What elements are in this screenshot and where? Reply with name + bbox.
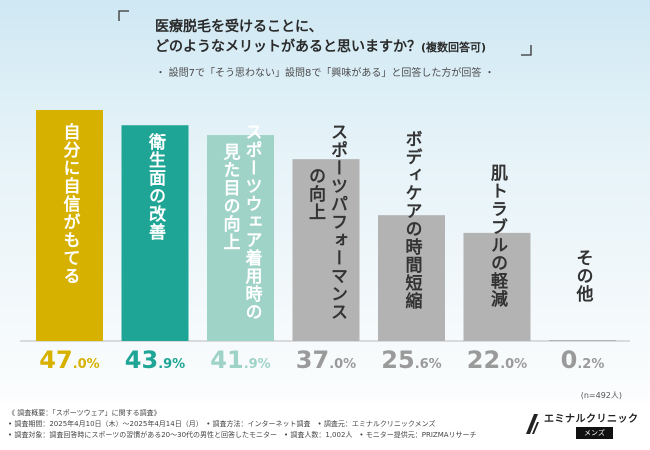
bar	[36, 110, 103, 341]
brand-mark-icon	[526, 414, 539, 434]
footer-line: 《 調査概要：「スポーツウェア」に関する調査》	[8, 409, 161, 417]
bar-value-label: 22.0%	[467, 346, 527, 374]
bar-category-label: スポーツウェア着用時の	[242, 123, 264, 321]
bar	[378, 215, 445, 341]
bar-chart: 自分に自信がもてる 47.0% 衛生面の改善 43.9% スポーツウェア着用時の見た目の…	[20, 110, 630, 374]
title-bracket-icon	[118, 10, 532, 56]
bar	[121, 125, 189, 341]
bar-category-label: 衛生面の改善	[145, 132, 167, 241]
bar-category-label: 見た目の向上	[220, 143, 242, 251]
bar-category-label: ボディケアの時間短縮	[402, 130, 423, 310]
bar-category-label: 自分に自信がもてる	[60, 122, 81, 285]
bar-value-label: 25.6%	[381, 346, 441, 374]
footer-line: • 調査期間：2025年4月10日（木）～2025年4月14日（月） • 調査方…	[8, 420, 436, 428]
bar-value-label: 43.9%	[125, 346, 185, 374]
brand-tag: メンズ	[576, 427, 613, 439]
sample-size-note: (n=492人)	[580, 391, 622, 400]
title-line-1: 医療脱毛を受けることに、	[155, 19, 323, 35]
bar-category-label: の向上	[305, 167, 326, 221]
bar-value-label: 41.9%	[210, 346, 270, 374]
brand-name: エミナルクリニック	[544, 414, 639, 425]
footer: 《 調査概要：「スポーツウェア」に関する調査》 • 調査期間：2025年4月10…	[0, 401, 650, 450]
bar-category-label: スポーツパフォーマンス	[327, 123, 348, 321]
subtitle: ・ 設問7で「そう思わない」設問8で「興味がある」と回答した方が回答 ・	[155, 68, 495, 79]
title-line-2-main: どのようなメリットがあると思いますか？	[155, 39, 421, 55]
bar-value-label: 0.2%	[561, 346, 605, 374]
title-line-2: どのようなメリットがあると思いますか？(複数回答可)	[155, 36, 486, 56]
title-box: 医療脱毛を受けることに、 どのようなメリットがあると思いますか？(複数回答可)	[115, 9, 535, 57]
bar-value-label: 37.0%	[296, 346, 356, 374]
bar-value-label: 47.0%	[39, 346, 99, 374]
brand-logo: エミナルクリニック メンズ	[524, 410, 642, 446]
title-note: (複数回答可)	[421, 41, 487, 54]
bar-category-label: その他	[573, 249, 595, 303]
bar	[549, 340, 616, 341]
bar-category-label: 肌トラブルの軽減	[487, 164, 508, 308]
bar	[207, 135, 274, 341]
bar	[292, 159, 360, 341]
footer-line: • 調査対象：調査回答時にスポーツの習慣がある20～30代の男性と回答したモニタ…	[8, 431, 477, 439]
bar	[463, 232, 531, 341]
